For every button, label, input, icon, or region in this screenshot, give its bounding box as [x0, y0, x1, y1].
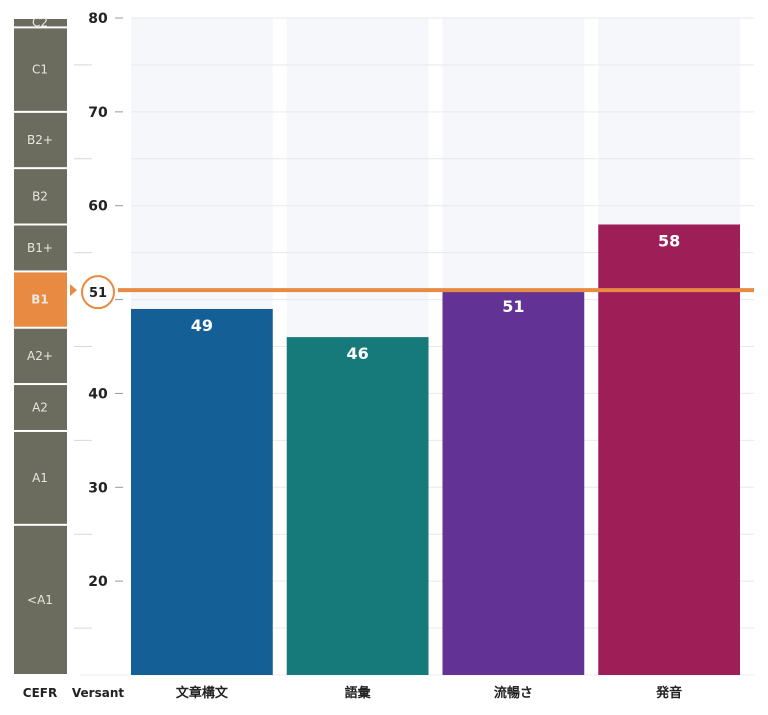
overall-score-pointer: [70, 284, 77, 297]
cefr-level-label: A1: [32, 471, 48, 485]
tick-label: 80: [88, 11, 108, 27]
category-label: 文章構文: [176, 685, 229, 701]
tick-label: 40: [88, 386, 108, 402]
bar-value-label: 58: [658, 231, 680, 250]
cefr-level-below-a1: [14, 525, 67, 674]
overall-score-value: 51: [89, 286, 107, 301]
overall-score: 51: [70, 275, 754, 310]
category-label: 流暢さ: [494, 685, 533, 701]
bar-value-label: 49: [191, 316, 213, 335]
cefr-axis-title: CEFR: [23, 686, 57, 700]
category-label: 語彙: [345, 685, 372, 701]
cefr-level-b2: [14, 169, 67, 224]
cefr-level-a1: [14, 431, 67, 524]
tick-label: 60: [88, 199, 108, 215]
bars: 49 46 51 58: [131, 224, 740, 675]
bar-value-label: 51: [502, 297, 524, 316]
overall-score-marker: [81, 275, 115, 310]
cefr-level-label: B1: [31, 293, 49, 307]
bar-4: [598, 224, 740, 675]
cefr-level-c1: [14, 28, 67, 111]
bar-3: [442, 290, 585, 675]
bar-1: [131, 308, 273, 675]
cefr-level-label: B2: [32, 189, 48, 203]
cefr-level-b1: [14, 272, 67, 327]
tick-label: 70: [88, 105, 108, 121]
bar-value-label: 46: [346, 344, 368, 363]
cefr-level-label: B1+: [27, 241, 53, 255]
bar-2: [286, 337, 429, 675]
cefr-level-label: A2+: [27, 349, 53, 363]
cefr-level-a2: [14, 385, 67, 430]
cefr-level-label: C2: [32, 16, 48, 30]
cefr-level-b1-plus: [14, 225, 67, 271]
cefr-level-b2-plus: [14, 112, 67, 168]
category-labels: 文章構文 語彙 流暢さ 発音: [176, 685, 682, 701]
cefr-level-a2-plus: [14, 328, 67, 384]
category-label: 発音: [655, 685, 682, 701]
cefr-level-label: A2: [32, 401, 48, 415]
cefr-level-label: C1: [32, 63, 48, 77]
tick-label: 30: [88, 480, 108, 496]
tick-label: 20: [88, 574, 108, 590]
cefr-level-label: B2+: [27, 133, 53, 147]
cefr-level-c2: [14, 19, 67, 27]
versant-axis-title: Versant: [72, 686, 124, 700]
cefr-scale: <A1 A1 A2 A2+ B1 B1+ B2 B2+ C1 C2: [14, 16, 67, 674]
cefr-level-label: <A1: [27, 593, 53, 607]
